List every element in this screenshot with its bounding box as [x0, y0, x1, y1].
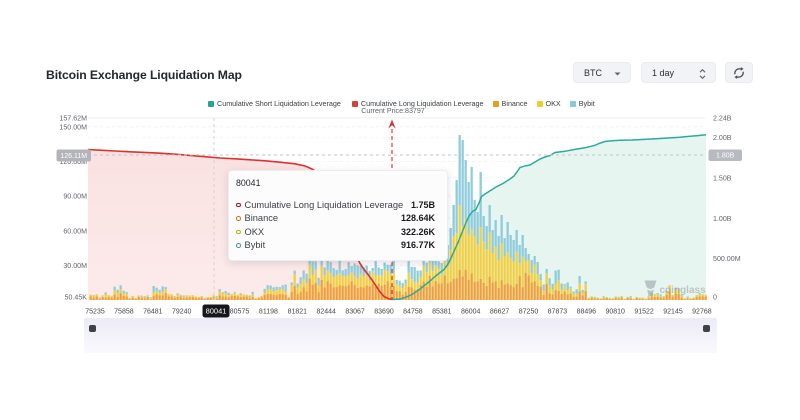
svg-text:83690: 83690	[374, 309, 394, 316]
svg-text:157.62M: 157.62M	[59, 115, 87, 123]
svg-text:86627: 86627	[490, 309, 510, 316]
svg-text:30.00M: 30.00M	[63, 262, 87, 270]
svg-text:75235: 75235	[85, 309, 105, 316]
svg-text:126.11M: 126.11M	[60, 153, 87, 160]
svg-text:82444: 82444	[316, 309, 336, 316]
svg-text:2.24B: 2.24B	[713, 115, 732, 123]
svg-text:92145: 92145	[663, 309, 683, 316]
svg-text:76481: 76481	[143, 309, 163, 316]
svg-text:60.00M: 60.00M	[63, 227, 87, 235]
svg-text:91522: 91522	[634, 309, 654, 316]
svg-text:88496: 88496	[577, 309, 597, 316]
svg-text:coinglass: coinglass	[660, 285, 707, 296]
svg-text:2.00B: 2.00B	[713, 134, 732, 142]
svg-text:75858: 75858	[114, 309, 134, 316]
svg-text:79240: 79240	[172, 309, 192, 316]
svg-text:83067: 83067	[345, 309, 365, 316]
svg-text:92768: 92768	[692, 309, 712, 316]
svg-text:87873: 87873	[548, 309, 568, 316]
svg-text:1.80B: 1.80B	[716, 153, 735, 160]
svg-text:87250: 87250	[519, 309, 539, 316]
svg-text:90810: 90810	[605, 309, 625, 316]
svg-text:500.00M: 500.00M	[713, 255, 741, 263]
svg-text:84758: 84758	[403, 309, 423, 316]
svg-text:80041: 80041	[206, 307, 227, 316]
svg-text:81198: 81198	[259, 309, 278, 316]
svg-text:81821: 81821	[288, 309, 308, 316]
svg-text:1.50B: 1.50B	[713, 174, 732, 182]
svg-text:90.00M: 90.00M	[63, 193, 87, 201]
svg-text:85381: 85381	[432, 309, 452, 316]
svg-text:120.00M: 120.00M	[59, 158, 87, 166]
svg-text:50.45K: 50.45K	[65, 294, 88, 302]
svg-text:1.00B: 1.00B	[713, 215, 732, 223]
svg-text:86004: 86004	[461, 309, 481, 316]
svg-text:150.00M: 150.00M	[59, 123, 87, 131]
svg-text:80575: 80575	[230, 309, 250, 316]
svg-text:0: 0	[713, 294, 717, 302]
